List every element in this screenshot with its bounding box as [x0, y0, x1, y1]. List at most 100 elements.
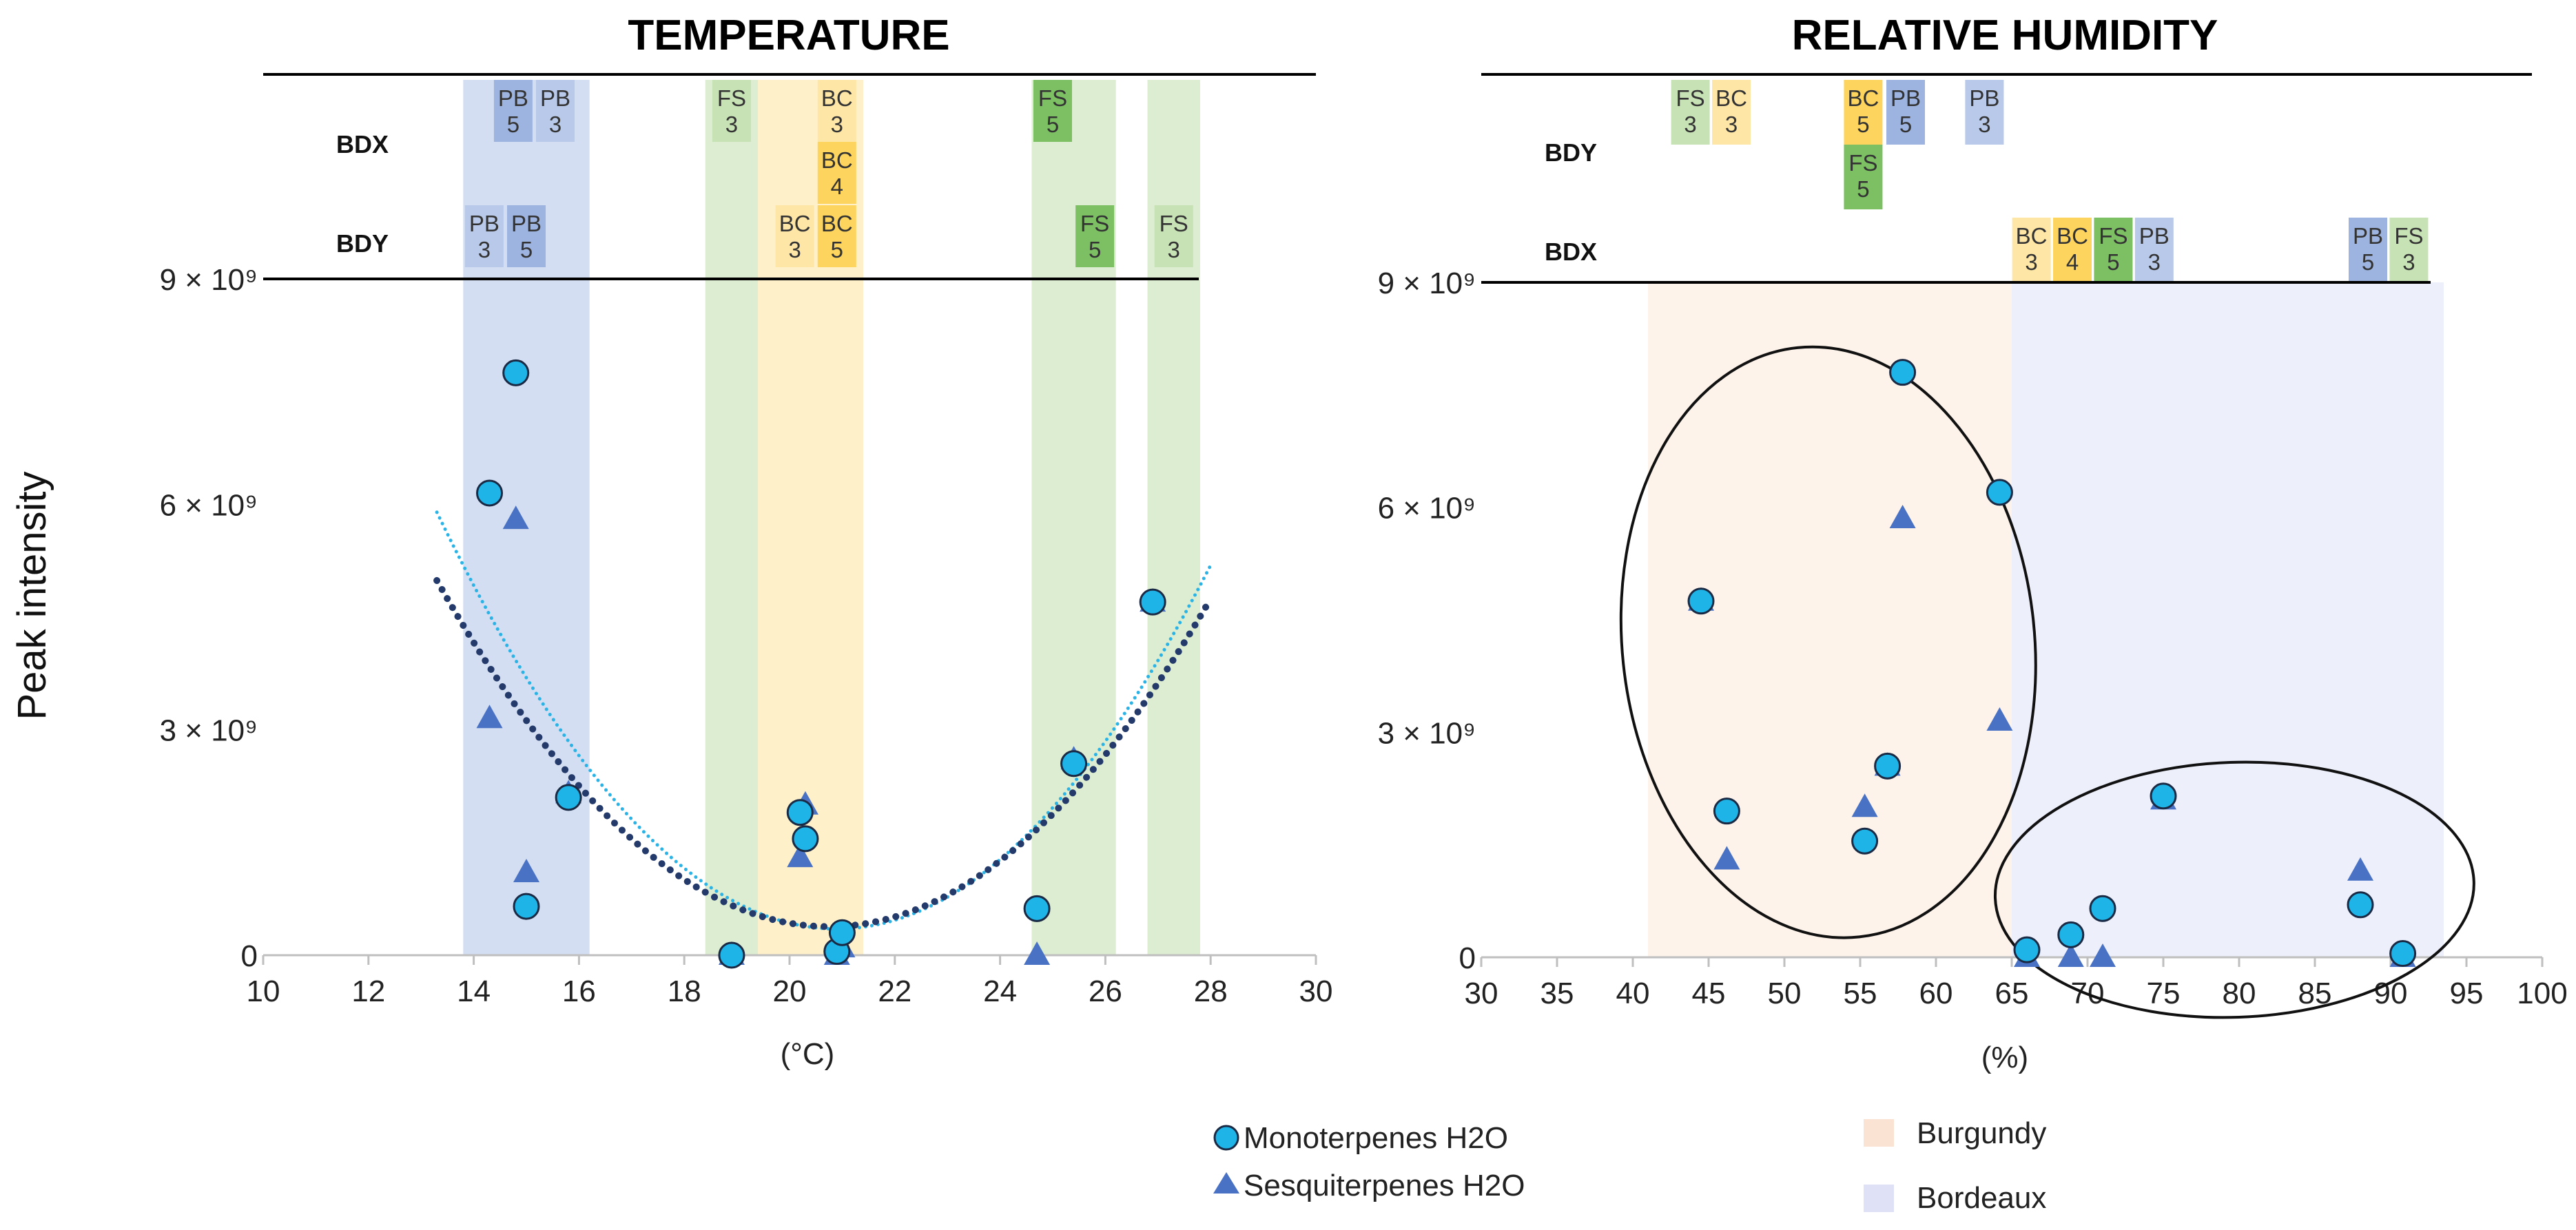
header-bdy-bc3-1-name: BC — [1715, 85, 1747, 111]
legend: Monoterpenes H2O Sesquiterpenes H2O Burg… — [1213, 1116, 2046, 1215]
monoterpenes-point-1 — [1713, 798, 1740, 825]
header-bdx-pb5-4-cell — [2349, 218, 2387, 282]
header-bdy-pb3-5-name: PB — [1969, 85, 1999, 111]
temperature-x-axis-label: (°C) — [781, 1037, 835, 1071]
header-bdx-bc3-0-name: BC — [2016, 223, 2048, 249]
monoterpenes-point-1 — [502, 359, 530, 386]
header-bdy-bc3-2-cell — [775, 205, 814, 267]
legend-bordeaux-swatch — [1864, 1185, 1894, 1212]
sesquiterpenes-point-7 — [2057, 944, 2084, 967]
x-tick-label-95: 95 — [2450, 977, 2484, 1010]
x-tick-label-28: 28 — [1194, 974, 1228, 1008]
x-tick-label-18: 18 — [668, 974, 701, 1008]
monoterpenes-point-2 — [513, 893, 540, 920]
x-tick-label-30: 30 — [1299, 974, 1333, 1008]
humidity-x-axis-label: (%) — [1981, 1041, 2028, 1074]
header-bdy-bc3-2-name: BC — [779, 211, 811, 236]
sesquiterpenes-point-2 — [1851, 793, 1878, 817]
y-tick-label-2: 6 × 10⁹ — [1378, 492, 1476, 525]
header-bdy-bc3-2-number: 3 — [788, 237, 801, 262]
monoterpenes-point-6 — [792, 825, 819, 853]
header-bdx-fs5-2-number: 5 — [2107, 249, 2119, 275]
x-tick-label-65: 65 — [1995, 977, 2029, 1010]
x-tick-label-10: 10 — [247, 974, 280, 1008]
temperature-x-ticks: 10 12 14 16 18 20 22 24 26 28 30 — [247, 955, 1333, 1008]
cluster-ellipse-0 — [1619, 345, 2037, 939]
temperature-trendlines — [433, 510, 1215, 931]
zone-bordeaux — [2012, 282, 2444, 957]
header-bdy-bc5-2-number: 5 — [1857, 112, 1869, 137]
sesquiterpenes-point-0 — [476, 705, 503, 729]
header-bdy-fs5-4-number: 5 — [1089, 237, 1101, 262]
header-bdy-pb3-0-cell — [464, 205, 504, 267]
header-bdy-bc5-3-number: 5 — [831, 237, 843, 262]
header-bdy-bc3-1-cell — [1712, 80, 1751, 145]
header-bdy-fs5-4-name: FS — [1080, 211, 1109, 236]
legend-bordeaux-label: Bordeaux — [1917, 1181, 2046, 1215]
header-bdy-fs5-3-number: 5 — [1857, 176, 1869, 202]
header-bdx-bc3-3-cell — [817, 80, 856, 142]
header-bdx-pb3-1-name: PB — [540, 85, 570, 111]
humidity-region-zones — [1648, 282, 2444, 957]
header-bdx-fs5-5-number: 5 — [1047, 112, 1059, 137]
x-tick-label-24: 24 — [983, 974, 1017, 1008]
x-tick-label-80: 80 — [2223, 977, 2256, 1010]
sesquiterpenes-point-1 — [1713, 846, 1740, 870]
legend-sesquiterpenes-label: Sesquiterpenes H2O — [1244, 1169, 1525, 1202]
monoterpenes-point-0 — [1687, 587, 1715, 615]
monoterpenes-point-11 — [2389, 940, 2417, 968]
sesquiterpenes-point-8 — [2090, 944, 2116, 967]
header-bdy-pb5-1-name: PB — [511, 211, 542, 236]
x-tick-label-45: 45 — [1692, 977, 1726, 1010]
header-bdx-fs3-5-name: FS — [2394, 223, 2423, 249]
header-bdy-pb5-4-name: PB — [1890, 85, 1921, 111]
monoterpenes-point-10 — [1060, 750, 1088, 778]
legend-burgundy-swatch — [1864, 1119, 1894, 1147]
header-bdx-pb5-0-cell — [493, 80, 533, 142]
header-bdx-pb3-1-cell — [536, 80, 575, 142]
monoterpenes-point-6 — [2013, 936, 2041, 963]
monoterpenes-point-9 — [2150, 782, 2177, 810]
x-tick-label-35: 35 — [1541, 977, 1574, 1010]
header-bdx-bc4-4-name: BC — [821, 147, 853, 173]
header-bdx-fs3-2-number: 3 — [725, 112, 738, 137]
temperature-y-ticks: 0 3 × 10⁹ 6 × 10⁹ 9 × 10⁹ — [160, 263, 258, 973]
humidity-title: RELATIVE HUMIDITY — [1792, 12, 2218, 59]
header-bdx-bc4-1-name: BC — [2057, 223, 2088, 249]
x-tick-label-100: 100 — [2517, 977, 2567, 1010]
y-tick-label-1: 3 × 10⁹ — [160, 714, 258, 748]
header-bdy-fs5-4-cell — [1075, 205, 1115, 267]
legend-burgundy-label: Burgundy — [1917, 1116, 2046, 1150]
header-bdy-fs3-0-number: 3 — [1684, 112, 1696, 137]
temperature-row-label-bdy: BDY — [336, 229, 389, 258]
header-bdx-fs3-5-cell — [2389, 218, 2429, 282]
header-bdx-fs3-2-cell — [712, 80, 751, 142]
header-bdy-fs3-0-cell — [1671, 80, 1710, 145]
monoterpenes-point-9 — [1023, 895, 1051, 922]
monoterpenes-point-5 — [1986, 479, 2013, 506]
x-tick-label-40: 40 — [1616, 977, 1650, 1010]
header-bdy-bc5-2-name: BC — [1847, 85, 1879, 111]
monoterpenes-point-8 — [828, 919, 856, 946]
header-bdx-pb5-4-name: PB — [2353, 223, 2383, 249]
header-bdx-bc4-1-cell — [2053, 218, 2092, 282]
monoterpenes-point-10 — [2347, 891, 2374, 919]
humidity-y-ticks: 0 3 × 10⁹ 6 × 10⁹ 9 × 10⁹ — [1378, 267, 1476, 975]
x-tick-label-75: 75 — [2147, 977, 2181, 1010]
header-bdy-bc5-3-name: BC — [821, 211, 853, 236]
monoterpenes-point-7 — [2057, 921, 2085, 948]
header-bdy-bc3-1-number: 3 — [1725, 112, 1738, 137]
sesquiterpenes-point-4 — [1889, 505, 1916, 528]
header-bdy-pb3-5-number: 3 — [1978, 112, 1990, 137]
zone-burgundy — [1648, 282, 2012, 957]
humidity-points — [1687, 359, 2417, 968]
header-bdy-fs5-3-name: FS — [1848, 150, 1877, 176]
header-bdx-pb5-0-number: 5 — [507, 112, 519, 137]
header-bdy-pb5-4-cell — [1886, 80, 1925, 145]
temperature-row-label-bdx: BDX — [336, 130, 389, 158]
header-bdy-fs5-3-cell — [1844, 145, 1883, 209]
